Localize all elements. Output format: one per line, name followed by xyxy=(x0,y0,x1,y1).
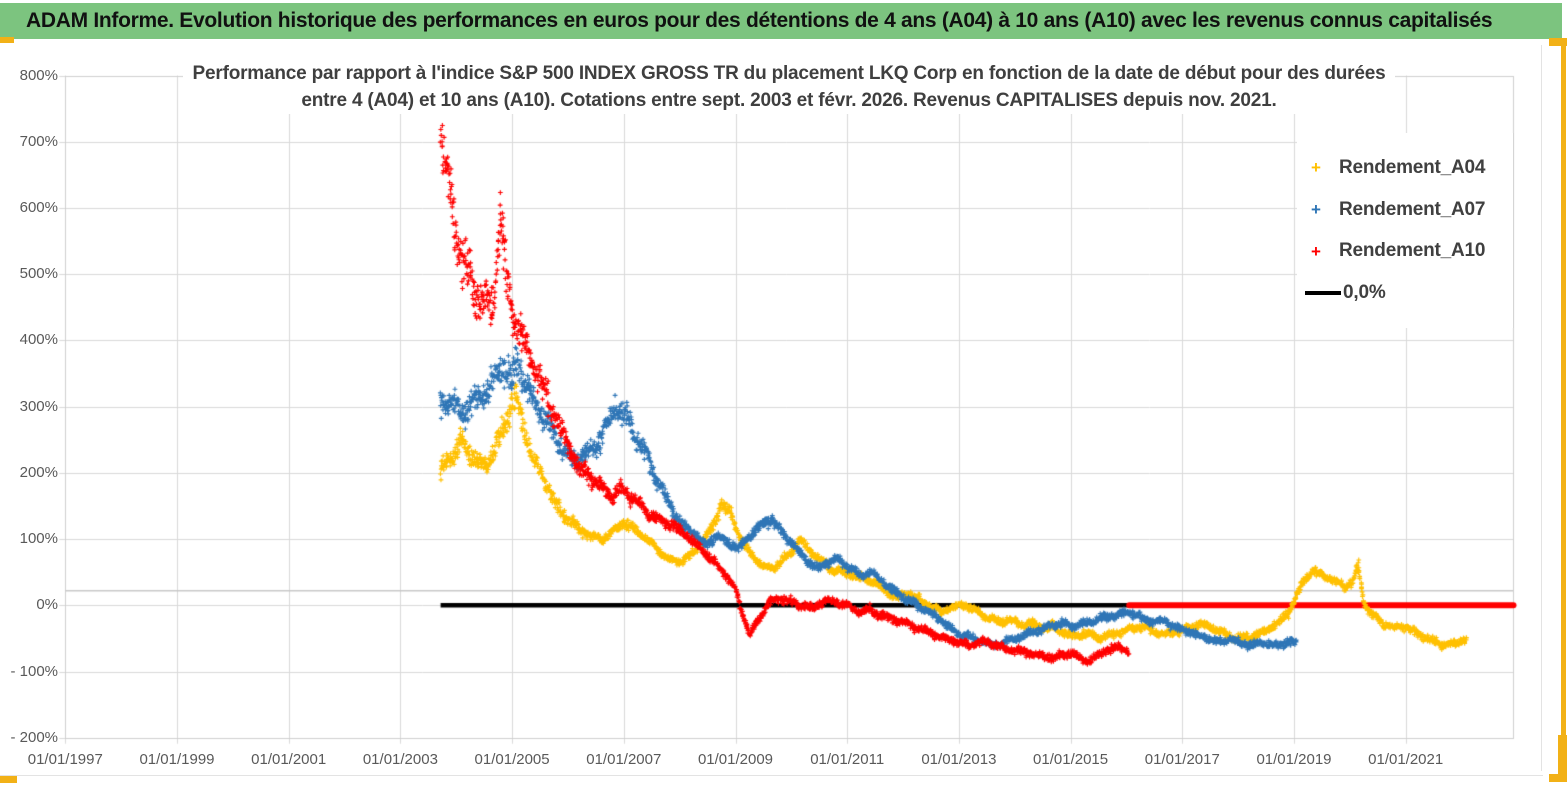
x-tick-label: 01/01/2011 xyxy=(810,751,885,768)
legend-zero-line-swatch xyxy=(1305,291,1341,296)
y-tick-label: 0% xyxy=(36,596,58,614)
x-tick-label: 01/01/2021 xyxy=(1368,751,1444,768)
x-tick-label: 01/01/2019 xyxy=(1256,751,1332,768)
y-tick-label: 200% xyxy=(19,463,58,481)
y-tick-label: 700% xyxy=(19,132,58,150)
legend-plus-marker: + xyxy=(1311,200,1321,220)
x-tick-label: 01/01/2003 xyxy=(362,751,438,768)
legend: + Rendement_A04 + Rendement_A07 + Rendement_A… xyxy=(1297,133,1513,328)
y-tick-label: 100% xyxy=(19,530,58,548)
x-tick-label: 01/01/2013 xyxy=(921,751,997,768)
x-tick-label: 01/01/2009 xyxy=(697,751,774,768)
y-tick-label: - 100% xyxy=(10,662,58,680)
x-tick-label: 01/01/2005 xyxy=(474,751,550,768)
legend-item-rendement-a04[interactable]: + Rendement_A04 xyxy=(1305,157,1513,179)
legend-item-rendement-a10[interactable]: + Rendement_A10 xyxy=(1305,240,1513,262)
x-tick-label: 01/01/2017 xyxy=(1144,751,1220,768)
y-tick-label: 300% xyxy=(19,397,58,415)
legend-label: Rendement_A04 xyxy=(1339,156,1486,178)
y-tick-label: 500% xyxy=(19,265,58,283)
legend-plus-marker: + xyxy=(1311,158,1321,178)
legend-label: 0,0% xyxy=(1343,282,1386,304)
y-tick-label: 400% xyxy=(19,331,58,349)
x-tick-label: 01/01/1997 xyxy=(27,751,103,768)
x-tick-label: 01/01/1999 xyxy=(139,751,215,768)
legend-label: Rendement_A10 xyxy=(1339,240,1486,262)
x-tick-label: 01/01/2007 xyxy=(586,751,662,768)
y-tick-label: - 200% xyxy=(10,728,58,746)
y-tick-label: 800% xyxy=(19,66,58,84)
legend-label: Rendement_A07 xyxy=(1339,198,1486,220)
x-tick-label: 01/01/2015 xyxy=(1033,751,1109,768)
legend-item-0-0-[interactable]: 0,0% xyxy=(1305,282,1513,304)
y-tick-label: 600% xyxy=(19,198,58,216)
legend-plus-marker: + xyxy=(1311,241,1321,261)
x-tick-label: 01/01/2001 xyxy=(251,751,327,768)
legend-item-rendement-a07[interactable]: + Rendement_A07 xyxy=(1305,199,1513,221)
